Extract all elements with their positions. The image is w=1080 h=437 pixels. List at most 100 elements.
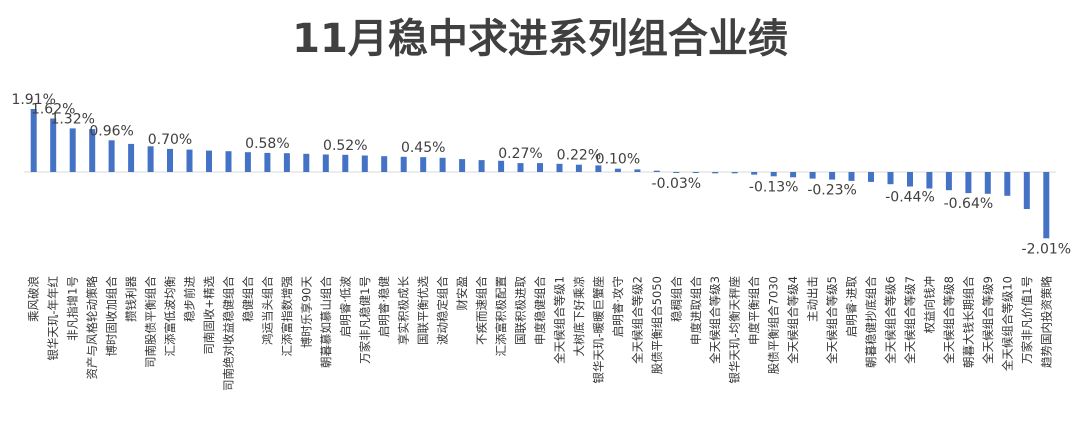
bar bbox=[770, 172, 777, 177]
data-label: -0.23% bbox=[807, 183, 857, 199]
bar bbox=[342, 154, 349, 172]
bar bbox=[926, 172, 933, 189]
bar bbox=[186, 149, 193, 172]
category-label: 股债平衡组合7030 bbox=[767, 276, 781, 374]
bar bbox=[108, 140, 115, 172]
bar bbox=[907, 172, 913, 187]
category-label: 鸿运当头组合 bbox=[260, 276, 274, 345]
bar bbox=[459, 159, 466, 172]
bar bbox=[945, 172, 952, 191]
category-label: 波动稳定组合 bbox=[436, 276, 450, 345]
bar bbox=[575, 164, 582, 172]
bar bbox=[303, 153, 310, 172]
bar bbox=[614, 168, 621, 172]
bar bbox=[264, 152, 271, 172]
category-label: 股债平衡组合5050 bbox=[650, 276, 664, 374]
bar bbox=[692, 172, 699, 173]
category-label: 启明睿·稳健 bbox=[377, 276, 391, 338]
category-label: 司南固收+精选 bbox=[202, 276, 216, 355]
bar bbox=[790, 172, 797, 178]
category-label: 稳健组合 bbox=[241, 276, 255, 322]
bar bbox=[400, 156, 407, 172]
bar bbox=[712, 172, 719, 174]
category-label: 朝暮慕如慕山组合 bbox=[319, 276, 333, 368]
chart-title: 11月稳中求进系列组合业绩 bbox=[292, 16, 788, 62]
data-label: -0.64% bbox=[944, 196, 994, 212]
category-label: 全天候组合等级3 bbox=[708, 276, 722, 364]
data-label: 0.58% bbox=[245, 136, 289, 152]
bar bbox=[984, 172, 991, 194]
bar bbox=[1023, 172, 1030, 209]
bar bbox=[206, 150, 212, 172]
data-label: -0.13% bbox=[749, 179, 799, 195]
data-label: 0.96% bbox=[89, 123, 133, 139]
bar bbox=[50, 118, 57, 172]
bar bbox=[537, 163, 543, 172]
category-label: 万家非凡稳健1号 bbox=[358, 276, 372, 364]
category-label: 银华天玑-年年红 bbox=[46, 276, 60, 361]
category-label: 全天候组合等级6 bbox=[884, 276, 898, 364]
category-label: 银华天玑-均衡天秤座 bbox=[728, 276, 742, 384]
bar bbox=[595, 165, 602, 172]
bar bbox=[556, 163, 563, 173]
bar bbox=[322, 154, 329, 172]
category-label: 攒钱利器 bbox=[124, 276, 138, 322]
category-label: 全天候组合等级5 bbox=[825, 276, 839, 364]
category-label: 博时固收加组合 bbox=[105, 276, 119, 357]
bar bbox=[868, 172, 874, 182]
category-label: 大树底下好乘凉 bbox=[572, 276, 586, 357]
category-label: 全天候组合等级4 bbox=[786, 276, 800, 364]
bar bbox=[244, 152, 251, 172]
category-label: 汇添富指数增强 bbox=[280, 276, 294, 357]
bar bbox=[1004, 172, 1011, 196]
category-label: 稳稠组合 bbox=[669, 276, 683, 322]
bar bbox=[887, 172, 894, 185]
bar bbox=[69, 128, 76, 172]
bar bbox=[751, 172, 758, 175]
bar bbox=[381, 156, 388, 172]
bar bbox=[361, 155, 368, 172]
category-label: 趋势国内投资策略 bbox=[1039, 276, 1053, 368]
bar bbox=[147, 146, 154, 172]
category-label: 启明睿·进取 bbox=[845, 276, 859, 338]
category-label: 申度进取组合 bbox=[689, 276, 703, 345]
category-label: 司南股债平衡组合 bbox=[144, 276, 158, 368]
category-label: 国联积极进取 bbox=[514, 276, 528, 345]
category-label: 启明睿·低波 bbox=[338, 276, 352, 338]
category-label: 主动出击 bbox=[806, 276, 820, 322]
category-label: 稳步前进 bbox=[183, 276, 197, 322]
data-label: -0.03% bbox=[652, 176, 702, 192]
category-label: 汇添富低波均衡 bbox=[163, 276, 177, 357]
bar bbox=[673, 172, 680, 173]
category-label: 朝暮大钱长期组合 bbox=[961, 276, 975, 368]
category-label: 全天候组合等级8 bbox=[942, 276, 956, 364]
category-label: 银华天玑-暖暖巨蟹座 bbox=[591, 276, 605, 384]
category-label: 财安盈 bbox=[455, 276, 469, 311]
bar bbox=[731, 172, 738, 174]
category-label: 非凡指增1号 bbox=[66, 276, 80, 341]
category-label: 享实积极成长 bbox=[397, 276, 411, 345]
data-label: -0.44% bbox=[885, 190, 935, 206]
category-label: 汇添富积极配置 bbox=[494, 276, 508, 357]
bar bbox=[653, 170, 660, 172]
bar bbox=[420, 157, 427, 172]
category-label: 不疾而速组合 bbox=[475, 276, 489, 345]
bar bbox=[30, 109, 37, 172]
bar bbox=[965, 172, 972, 194]
data-label: 0.52% bbox=[323, 138, 367, 154]
bar bbox=[439, 157, 446, 172]
bar bbox=[89, 129, 96, 172]
bar bbox=[478, 160, 485, 172]
category-label: 司南绝对收益稳健组合 bbox=[222, 276, 236, 391]
bar bbox=[809, 172, 816, 179]
category-label: 万家非凡价值1号 bbox=[1020, 276, 1034, 364]
category-label: 全天候组合等级2 bbox=[630, 276, 644, 364]
category-label: 资产与风格轮动策略 bbox=[85, 276, 99, 380]
category-label: 全天候组合等级1 bbox=[553, 276, 567, 364]
bar bbox=[498, 160, 505, 172]
category-label: 全天候组合等级9 bbox=[981, 276, 995, 364]
category-label: 申度稳健组合 bbox=[533, 276, 547, 345]
category-label: 乘风破浪 bbox=[27, 276, 41, 322]
bar bbox=[517, 163, 524, 172]
